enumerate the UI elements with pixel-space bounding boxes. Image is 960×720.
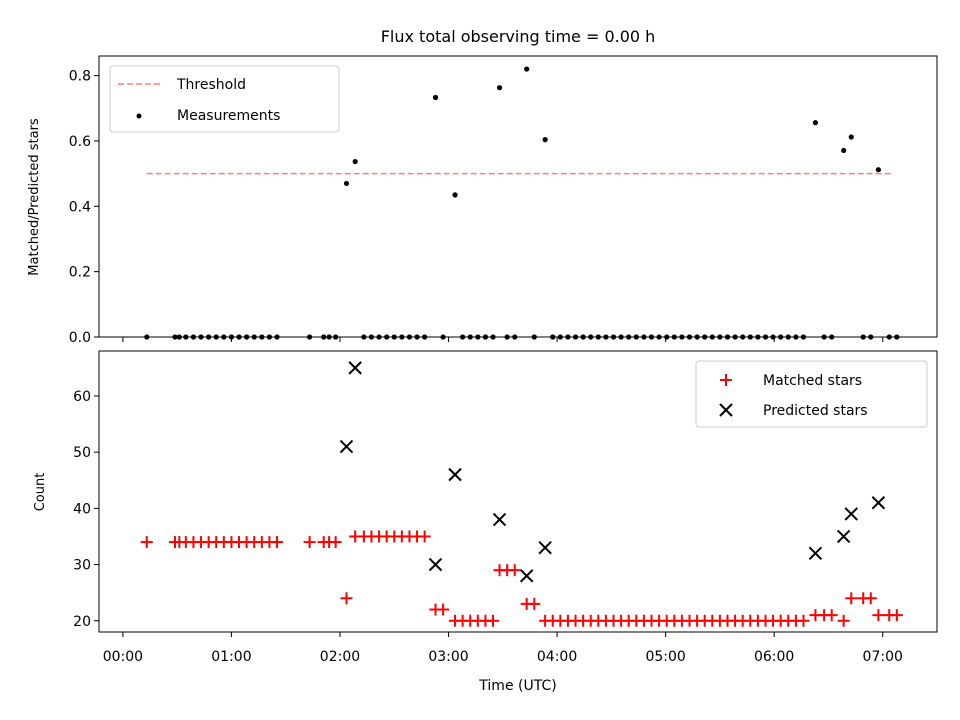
predicted-star-point [836,529,851,544]
measurement-point [452,192,458,198]
bottom-panel: 20 30 40 50 60 00:00 01:00 02:00 03:00 04:00 05:0… [33,350,938,694]
top-y-tick-label: 0.4 [69,199,91,215]
matched-star-point [140,536,153,549]
bottom-plot-frame [98,350,938,633]
x-tick-label: 01:00 [211,649,251,665]
predicted-star-point [538,540,552,555]
x-tick-label: 02:00 [320,649,360,665]
predicted-legend-label: Predicted stars [763,403,868,419]
x-tick-label: 04:00 [537,649,577,665]
figure-title: Flux total observing time = 0.00 h [381,27,656,46]
x-tick-label: 00:00 [103,649,143,665]
bottom-legend-box [695,360,928,428]
measurements-legend-label: Measurements [177,108,280,124]
predicted-star-point [519,569,534,583]
measurement-point [875,167,881,173]
measurements-legend-swatch [136,113,142,119]
measurement-point [841,147,847,154]
measurement-point [848,134,854,140]
predicted-star-point [428,557,443,572]
predicted-star-point [844,507,858,521]
matched-star-point [797,614,810,627]
measurement-point [812,120,819,126]
predicted-star-point [448,467,462,482]
top-legend-box [109,65,340,133]
measurement-point [352,158,358,165]
top-y-tick-label: 0.0 [69,330,91,346]
predicted-star-point [808,546,823,561]
predicted-star-point [492,512,507,527]
measurement-point [343,180,350,187]
matched-star-point [340,592,353,605]
bottom-y-tick-label: 30 [73,558,91,574]
matched-star-point [864,592,877,605]
predicted-star-point [348,361,362,375]
predicted-legend-swatch [719,403,733,417]
measurement-point [524,66,530,72]
bottom-y-tick-label: 60 [73,389,91,405]
matched-star-point [528,597,541,610]
x-tick-label: 07:00 [863,649,903,665]
matched-star-point [845,592,858,605]
matched-star-point [508,564,521,577]
matched-star-point [825,609,838,622]
bottom-x-ticks: 00:00 01:00 02:00 03:00 04:00 05:00 06:00 07:00 [103,632,903,665]
matched-star-point [890,609,903,622]
top-y-tick-label: 0.6 [69,134,91,150]
bottom-y-tick-label: 20 [73,614,91,630]
top-y-axis-label: Matched/Predicted stars [27,118,42,276]
matched-legend-swatch [720,374,732,386]
matched-star-point [303,536,316,549]
matched-star-point [271,536,284,549]
threshold-legend-label: Threshold [176,77,246,93]
bottom-y-tick-label: 40 [73,501,91,517]
top-y-tick-label: 0.8 [69,69,91,85]
predicted-star-point [871,496,886,510]
bottom-y-ticks: 20 30 40 50 60 [73,389,99,630]
measurement-point [432,94,439,101]
predicted-star-point [339,439,354,454]
x-tick-label: 05:00 [645,649,685,665]
top-panel: 0.00.20.40.60.8 Matched/Predicted stars … [27,55,938,346]
measurement-point [542,137,548,143]
top-legend: Threshold Measurements [109,65,340,133]
matched-star-point [437,603,450,616]
top-plot-frame [98,55,938,338]
top-y-ticks: 0.0 0.2 0.4 0.6 0.8 [69,69,884,346]
x-tick-label: 03:00 [428,649,468,665]
count-points [140,361,903,627]
matched-star-point [487,614,500,627]
x-axis-label: Time (UTC) [478,678,556,694]
matched-star-point [837,614,850,627]
bottom-legend: Matched stars Predicted stars [695,360,928,428]
top-y-tick-label: 0.2 [69,265,91,281]
matched-star-point [418,530,431,543]
bottom-y-axis-label: Count [33,473,48,512]
matched-star-point [329,536,342,549]
matched-star-point [872,609,885,622]
bottom-y-tick-label: 50 [73,445,91,461]
matched-legend-label: Matched stars [763,373,862,389]
x-tick-label: 06:00 [754,649,794,665]
measurement-point [496,85,503,91]
